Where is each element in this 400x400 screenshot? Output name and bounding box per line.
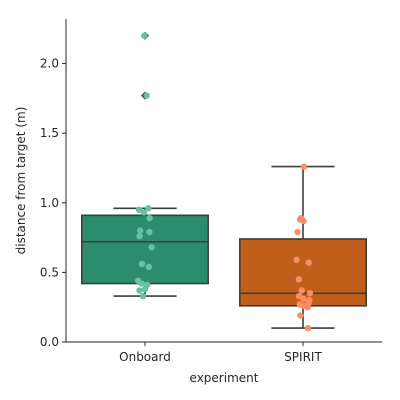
- data-point: [300, 163, 308, 170]
- data-point: [146, 228, 153, 236]
- data-point: [295, 276, 303, 283]
- data-point: [143, 92, 150, 99]
- data-point: [138, 260, 146, 268]
- x-axis-label: experiment: [190, 371, 259, 385]
- data-point: [136, 232, 143, 240]
- data-point: [300, 217, 307, 225]
- data-point: [298, 287, 306, 294]
- y-tick-label: 0.5: [40, 265, 59, 279]
- data-point: [297, 312, 304, 319]
- data-point: [300, 295, 307, 303]
- box-iqr: [239, 238, 368, 307]
- data-point: [304, 324, 312, 332]
- data-point: [304, 303, 311, 311]
- y-axis-label: distance from target (m): [14, 107, 28, 255]
- data-point: [138, 280, 145, 287]
- data-point: [294, 228, 301, 236]
- data-point: [146, 214, 153, 222]
- data-point: [306, 290, 314, 297]
- y-tick-label: 2.0: [40, 57, 59, 71]
- data-point: [141, 285, 149, 293]
- x-tick-label: SPIRIT: [284, 350, 322, 364]
- y-tick-label: 0.0: [40, 335, 59, 349]
- data-point: [293, 256, 300, 264]
- box-group-spirit: [239, 163, 368, 332]
- x-tick-label: Onboard: [119, 350, 171, 364]
- data-point: [141, 32, 148, 39]
- data-point: [148, 244, 155, 251]
- data-point: [136, 287, 143, 294]
- data-point: [145, 263, 153, 271]
- data-point: [305, 259, 312, 266]
- axes: 0.0 0.5 1.0 1.5 2.0 Onboard SPIRIT: [40, 19, 382, 364]
- plot-marks: [81, 31, 368, 332]
- box-iqr: [81, 214, 210, 285]
- data-point: [136, 227, 144, 234]
- data-point: [135, 206, 143, 213]
- y-tick-label: 1.5: [40, 126, 59, 140]
- data-point: [145, 205, 152, 212]
- data-point: [139, 292, 147, 300]
- data-point: [140, 209, 148, 216]
- y-tick-label: 1.0: [40, 196, 59, 210]
- box-group-onboard: [81, 31, 210, 300]
